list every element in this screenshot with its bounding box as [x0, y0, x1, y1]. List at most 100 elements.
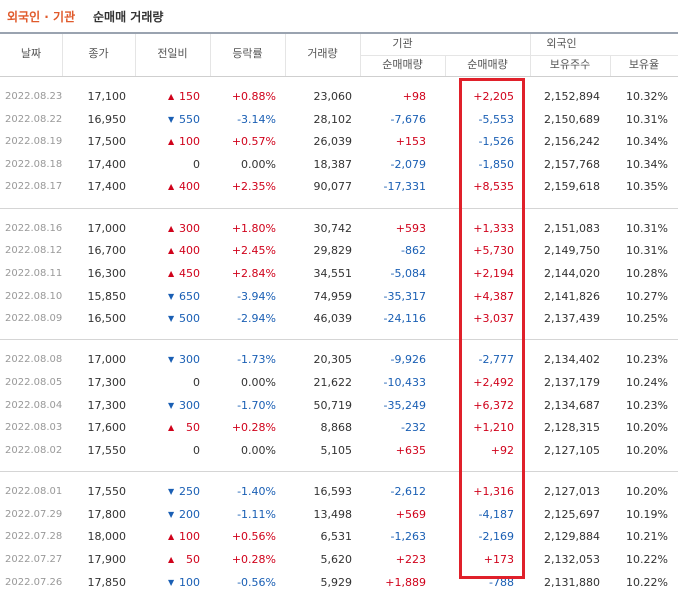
- date: 2022.08.10: [5, 291, 63, 302]
- change-arrow: ▼: [168, 510, 175, 519]
- date: 2022.08.23: [5, 91, 63, 102]
- rate: +0.28%: [231, 553, 276, 566]
- volume: 30,742: [313, 222, 353, 235]
- header-institution: 기관: [392, 37, 413, 50]
- date: 2022.08.11: [5, 268, 63, 279]
- shares: 2,132,053: [544, 553, 600, 566]
- close: 15,850: [87, 290, 127, 303]
- change: 300: [179, 222, 200, 235]
- change: 500: [179, 312, 200, 325]
- date: 2022.08.17: [5, 181, 63, 192]
- header-shares: 보유주수: [549, 58, 591, 71]
- rate: 0.00%: [241, 376, 276, 389]
- header-ratio: 보유율: [628, 58, 660, 71]
- close: 16,300: [87, 267, 127, 280]
- date: 2022.08.19: [5, 136, 63, 147]
- shares: 2,137,179: [544, 376, 600, 389]
- change: 100: [179, 530, 200, 543]
- close: 18,000: [87, 530, 127, 543]
- inst-net: +593: [395, 222, 426, 235]
- shares: 2,156,242: [544, 135, 600, 148]
- ratio: 10.35%: [626, 180, 668, 193]
- volume: 20,305: [313, 353, 353, 366]
- close: 17,100: [87, 90, 127, 103]
- header-close: 종가: [88, 47, 109, 60]
- ratio: 10.31%: [626, 113, 668, 126]
- shares: 2,125,697: [544, 508, 600, 521]
- date: 2022.08.08: [5, 354, 63, 365]
- header-col-line: [285, 34, 286, 76]
- change-arrow: ▲: [168, 137, 175, 146]
- foreign-net: -2,777: [478, 353, 514, 366]
- ratio: 10.31%: [626, 222, 668, 235]
- shares: 2,127,013: [544, 485, 600, 498]
- foreign-net: +2,194: [473, 267, 514, 280]
- date: 2022.08.05: [5, 377, 63, 388]
- change: 100: [179, 576, 200, 589]
- title-highlight: 외국인 · 기관: [7, 10, 76, 24]
- foreign-net: +92: [490, 444, 514, 457]
- inst-net: +153: [395, 135, 426, 148]
- close: 17,400: [87, 180, 127, 193]
- foreign-net: -1,526: [478, 135, 514, 148]
- inst-net: -35,249: [383, 399, 426, 412]
- inst-net: +223: [395, 553, 426, 566]
- ratio: 10.32%: [626, 90, 668, 103]
- foreign-net: +1,316: [473, 485, 514, 498]
- header-col-line: [610, 55, 611, 76]
- shares: 2,150,689: [544, 113, 600, 126]
- inst-net: -17,331: [383, 180, 426, 193]
- volume: 26,039: [313, 135, 353, 148]
- header-volume: 거래량: [307, 47, 338, 60]
- ratio: 10.25%: [626, 312, 668, 325]
- header-date: 날짜: [20, 47, 42, 60]
- change-arrow: ▲: [168, 269, 175, 278]
- rate: +0.56%: [231, 530, 276, 543]
- title: 순매매 거래량: [93, 10, 164, 24]
- ratio: 10.27%: [626, 290, 668, 303]
- header-col-line: [210, 34, 211, 76]
- volume: 74,959: [313, 290, 353, 303]
- shares: 2,144,020: [544, 267, 600, 280]
- volume: 5,929: [320, 576, 353, 589]
- foreign-net: +173: [483, 553, 514, 566]
- header-foreigner: 외국인: [546, 37, 577, 50]
- header-bottom-border: [0, 76, 678, 77]
- change-arrow: ▲: [168, 182, 175, 191]
- header-change: 전일비: [157, 47, 188, 60]
- volume: 50,719: [313, 399, 353, 412]
- date: 2022.08.09: [5, 313, 63, 324]
- close: 17,900: [87, 553, 127, 566]
- rate: -1.11%: [237, 508, 276, 521]
- change-arrow: ▼: [168, 115, 175, 124]
- volume: 90,077: [313, 180, 353, 193]
- ratio: 10.21%: [626, 530, 668, 543]
- foreign-net: +2,492: [473, 376, 514, 389]
- change: 100: [179, 135, 200, 148]
- inst-net: -35,317: [383, 290, 426, 303]
- change-arrow: ▼: [168, 401, 175, 410]
- rate: +1.80%: [231, 222, 276, 235]
- inst-net: -2,612: [390, 485, 426, 498]
- header-col-line: [360, 34, 361, 76]
- change: 50: [186, 553, 200, 566]
- rate: -1.73%: [237, 353, 276, 366]
- close: 16,950: [87, 113, 127, 126]
- change: 550: [179, 113, 200, 126]
- volume: 6,531: [320, 530, 353, 543]
- shares: 2,129,884: [544, 530, 600, 543]
- close: 17,300: [87, 376, 127, 389]
- change: 300: [179, 399, 200, 412]
- rate: -1.40%: [237, 485, 276, 498]
- date: 2022.07.27: [5, 554, 63, 565]
- date: 2022.08.22: [5, 114, 63, 125]
- change-arrow: ▼: [168, 487, 175, 496]
- shares: 2,127,105: [544, 444, 600, 457]
- foreign-net: -4,187: [478, 508, 514, 521]
- close: 17,550: [87, 485, 127, 498]
- rate: -0.56%: [237, 576, 276, 589]
- shares: 2,141,826: [544, 290, 600, 303]
- date: 2022.08.16: [5, 223, 63, 234]
- rate: +0.57%: [231, 135, 276, 148]
- ratio: 10.31%: [626, 244, 668, 257]
